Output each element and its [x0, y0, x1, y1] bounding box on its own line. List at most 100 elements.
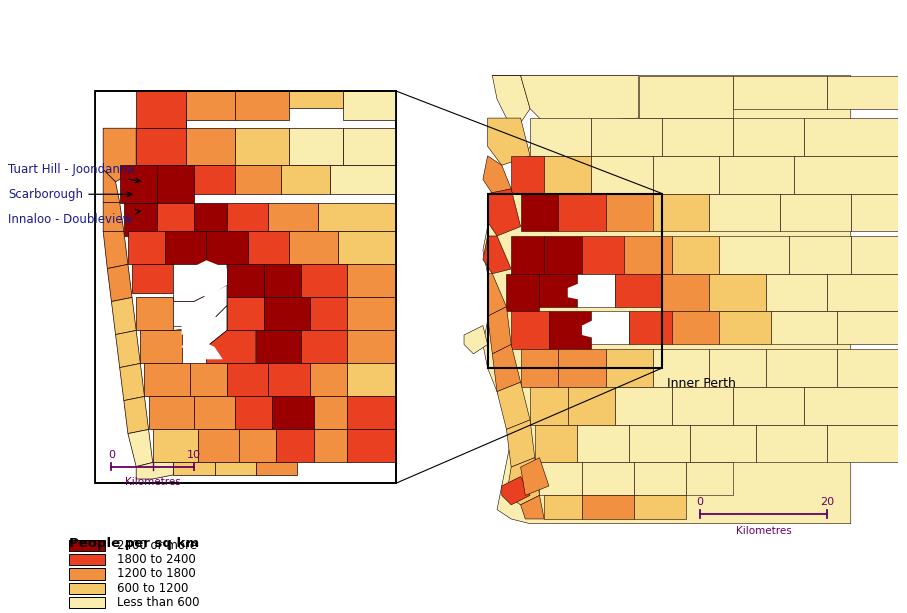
Polygon shape — [173, 462, 215, 475]
Polygon shape — [346, 297, 396, 330]
Polygon shape — [493, 345, 521, 392]
Text: 20: 20 — [820, 497, 834, 507]
Polygon shape — [568, 278, 606, 302]
Polygon shape — [634, 495, 686, 519]
Polygon shape — [544, 156, 591, 194]
Polygon shape — [506, 458, 540, 505]
Polygon shape — [194, 166, 235, 194]
Polygon shape — [827, 425, 898, 462]
Text: People per sq km: People per sq km — [69, 537, 199, 550]
Polygon shape — [152, 430, 198, 462]
Polygon shape — [582, 236, 624, 274]
Polygon shape — [190, 364, 227, 397]
Polygon shape — [709, 194, 780, 231]
Polygon shape — [157, 202, 194, 235]
Polygon shape — [277, 430, 314, 462]
Polygon shape — [483, 236, 512, 274]
Polygon shape — [207, 231, 248, 264]
Polygon shape — [733, 118, 804, 156]
Polygon shape — [115, 330, 141, 368]
Polygon shape — [483, 156, 512, 194]
Polygon shape — [227, 364, 268, 397]
Polygon shape — [346, 430, 396, 462]
Polygon shape — [709, 349, 766, 387]
Polygon shape — [804, 118, 898, 156]
Polygon shape — [120, 364, 144, 401]
Polygon shape — [112, 297, 136, 335]
Polygon shape — [181, 310, 223, 335]
Polygon shape — [718, 236, 789, 274]
Polygon shape — [780, 194, 851, 231]
Polygon shape — [268, 202, 317, 231]
Bar — [69, 597, 105, 608]
Polygon shape — [506, 420, 535, 467]
Polygon shape — [239, 430, 277, 462]
Polygon shape — [653, 156, 718, 194]
Polygon shape — [186, 128, 235, 166]
Polygon shape — [771, 311, 836, 345]
Polygon shape — [426, 61, 488, 533]
Polygon shape — [314, 430, 346, 462]
Polygon shape — [346, 364, 396, 397]
Polygon shape — [330, 166, 396, 194]
Text: 600 to 1200: 600 to 1200 — [117, 582, 188, 595]
Polygon shape — [530, 387, 568, 425]
Bar — [69, 539, 105, 551]
Polygon shape — [488, 118, 530, 166]
Polygon shape — [488, 306, 512, 354]
Polygon shape — [144, 364, 190, 397]
Text: Inner Perth: Inner Perth — [667, 378, 736, 390]
Polygon shape — [493, 75, 530, 123]
Polygon shape — [488, 189, 521, 236]
Polygon shape — [128, 430, 152, 466]
Polygon shape — [530, 118, 591, 156]
Polygon shape — [103, 169, 120, 202]
Polygon shape — [132, 264, 173, 293]
Bar — [69, 568, 105, 579]
Polygon shape — [540, 462, 582, 495]
Polygon shape — [653, 349, 709, 387]
Polygon shape — [272, 397, 314, 430]
Polygon shape — [653, 194, 709, 231]
Polygon shape — [338, 231, 396, 264]
Polygon shape — [227, 297, 264, 330]
Polygon shape — [521, 495, 544, 519]
Polygon shape — [235, 128, 288, 166]
Polygon shape — [264, 264, 301, 297]
Polygon shape — [634, 462, 686, 495]
Polygon shape — [544, 236, 582, 274]
Polygon shape — [288, 91, 343, 108]
Polygon shape — [639, 75, 733, 118]
Polygon shape — [512, 156, 544, 194]
Polygon shape — [804, 387, 898, 425]
Polygon shape — [624, 236, 671, 274]
Text: 1200 to 1800: 1200 to 1800 — [117, 568, 196, 581]
Polygon shape — [198, 430, 239, 462]
Polygon shape — [157, 166, 194, 202]
Polygon shape — [346, 330, 396, 364]
Polygon shape — [0, 78, 95, 492]
Polygon shape — [766, 274, 827, 311]
Polygon shape — [756, 425, 827, 462]
Polygon shape — [483, 75, 851, 524]
Polygon shape — [136, 297, 173, 330]
Polygon shape — [521, 349, 559, 387]
Polygon shape — [671, 311, 718, 345]
Polygon shape — [136, 462, 173, 479]
Text: 0: 0 — [697, 497, 703, 507]
Polygon shape — [280, 166, 330, 194]
Polygon shape — [264, 297, 309, 330]
Polygon shape — [521, 75, 639, 123]
Polygon shape — [343, 91, 396, 120]
Polygon shape — [181, 335, 223, 359]
Polygon shape — [186, 91, 235, 128]
Text: 0: 0 — [108, 451, 115, 460]
Polygon shape — [827, 75, 898, 109]
Polygon shape — [497, 382, 530, 429]
Polygon shape — [836, 349, 898, 387]
Polygon shape — [256, 462, 297, 475]
Polygon shape — [582, 495, 634, 519]
Polygon shape — [173, 285, 227, 326]
Bar — [69, 583, 105, 594]
Polygon shape — [235, 166, 280, 194]
